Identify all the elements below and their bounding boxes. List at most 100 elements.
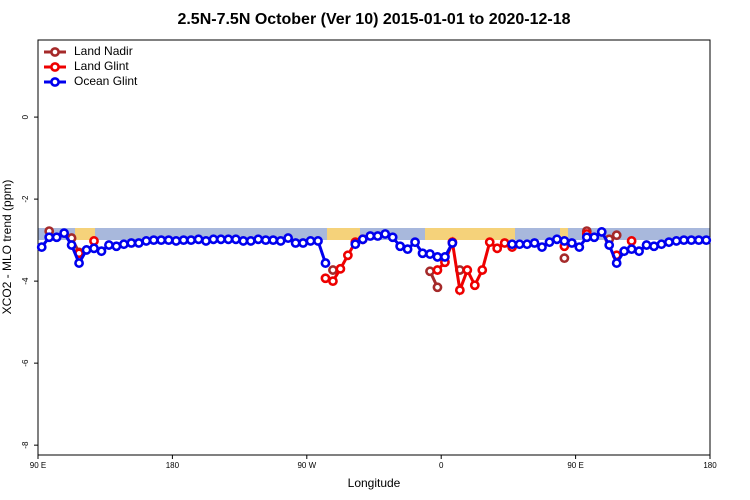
data-point [469,280,480,291]
data-point [686,235,697,246]
data-point [328,265,338,275]
data-point [701,235,712,246]
data-point [611,258,622,268]
legend-marker [50,77,60,87]
data-point [544,237,555,248]
data-point [574,242,585,252]
data-point [81,245,92,255]
data-point [342,250,353,261]
data-point [671,236,682,246]
data-point [51,232,62,243]
legend-marker [50,62,60,72]
data-point [253,234,264,245]
data-point [387,232,398,243]
data-point [462,265,473,275]
data-point [283,233,294,243]
data-point [365,231,376,241]
data-point [238,236,249,246]
legend-marker [50,47,60,57]
data-point [454,285,465,296]
land-strip [560,228,568,240]
data-point [552,234,562,245]
data-point [649,241,659,252]
data-point [350,239,361,250]
data-point [447,238,458,248]
data-point [410,237,420,248]
data-point [290,238,301,248]
data-point [208,234,219,245]
data-point [201,236,211,246]
data-point [425,266,435,277]
data-point [432,265,443,275]
x-tick-label: 180 [703,461,717,470]
data-point [432,282,443,293]
data-point [507,239,518,250]
data-point [335,263,346,274]
data-point [537,242,547,252]
data-point [372,231,383,241]
data-point [417,248,428,259]
data-point [432,252,443,262]
data-point [193,234,204,245]
data-point [641,240,652,250]
land-strip [327,228,360,240]
data-point [604,240,615,250]
data-point [484,237,495,248]
data-point [141,236,152,246]
data-point [223,234,234,245]
data-point [59,228,70,239]
y-tick-label: -2 [21,195,30,203]
data-point [395,241,406,252]
data-point [163,235,174,246]
data-point [148,235,159,246]
data-point [268,235,279,246]
data-point [634,246,644,257]
legend-label: Land Nadir [74,44,133,58]
data-point [492,243,503,254]
data-point [245,236,256,246]
chart-title: 2.5N-7.5N October (Ver 10) 2015-01-01 to… [177,11,570,28]
data-point [611,230,622,241]
x-tick-label: 0 [439,461,444,470]
series [36,227,712,268]
data-point [313,236,323,246]
data-point [626,244,637,255]
y-axis-label: XCO2 - MLO trend (ppm) [0,180,14,315]
data-point [275,236,286,246]
data-point [44,232,55,243]
data-point [380,229,391,239]
data-point [133,238,144,248]
data-point [298,238,308,248]
land-strip [425,228,515,240]
legend-label: Ocean Glint [74,74,138,88]
data-point [320,273,331,284]
x-tick-label: 90 W [297,461,316,470]
data-point [178,235,189,246]
data-point [328,276,338,287]
data-point [626,236,637,246]
data-point [678,235,689,246]
data-point [36,242,47,252]
x-tick-label: 90 E [30,461,46,470]
data-point [260,235,271,246]
data-point [305,236,316,246]
data-point [559,236,570,246]
data-point [619,246,630,257]
data-point [581,232,592,243]
data-point [596,227,607,237]
x-tick-label: 180 [166,461,180,470]
data-point [477,265,488,275]
data-point [425,249,435,259]
data-point [656,239,667,250]
data-point [589,232,600,243]
data-point [111,241,122,252]
data-point [514,239,525,250]
data-point [693,235,704,246]
data-point [440,252,450,262]
data-point [66,240,77,250]
data-point [320,258,331,268]
data-point [186,235,196,246]
y-tick-label: -8 [21,441,30,449]
